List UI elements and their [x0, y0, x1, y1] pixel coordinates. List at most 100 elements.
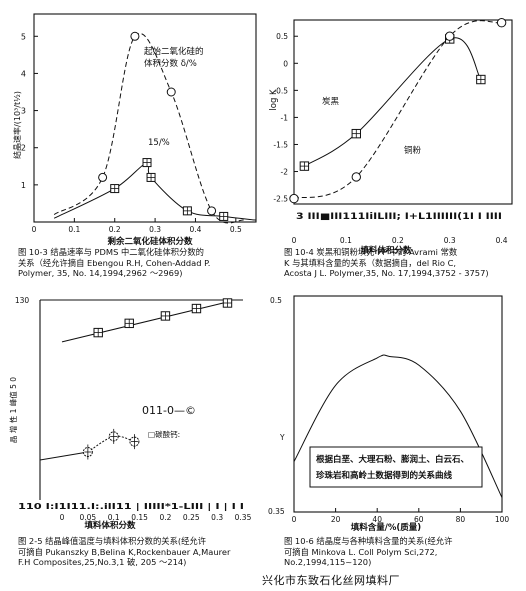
- data-point-square: [182, 206, 192, 216]
- legend-title: 体积分数 δ/%: [144, 58, 197, 69]
- note-text: 珍珠岩和高岭土数据得到的关系曲线: [316, 470, 453, 481]
- y-tick-label: 3: [21, 107, 26, 116]
- caption-line: K 与其填料含量的关系（数据摘自，del Rio C,: [284, 257, 457, 268]
- y-tick-label: 1: [21, 181, 26, 190]
- plot-frame: [33, 13, 257, 223]
- annotation-code: 011-0—©: [142, 404, 196, 417]
- caption-line: 可摘自 Minkova L. Coll Polym Sci,272,: [284, 546, 438, 557]
- caption-fig-10-4: 图 10-4 炭黑和铜粉填充 PP 中的 Avrami 常数 K 与其填料含量的…: [284, 247, 489, 279]
- x-tick-label: 0.2: [392, 236, 404, 245]
- plot-frame: [293, 19, 513, 205]
- caption-line: 可摘自 Pukanszky B,Belina K,Rockenbauer A,M…: [18, 546, 231, 557]
- caption-line: 图 10-3 结晶速率与 PDMS 中二氧化硅体积分数的: [18, 247, 204, 257]
- x-tick-label: 0.3: [444, 236, 456, 245]
- data-point-circle: [289, 193, 299, 204]
- axis-garbled-text: 110 I:I1I11.I:.ilI11 | IIIII*1-LIII | I …: [18, 502, 244, 512]
- x-tick-label: 0: [292, 236, 297, 245]
- data-point-square: [142, 158, 152, 168]
- data-point-square: [351, 128, 361, 139]
- x-axis-label: 填料体积分数: [360, 245, 412, 256]
- x-tick-label: 0.5: [230, 225, 242, 234]
- caption-fig-10-6: 图 10-6 结晶度与各种填料含量的关系(经允许 可摘自 Minkova L. …: [284, 536, 452, 568]
- data-point-square: [160, 311, 171, 321]
- footer-company: 兴化市东致石化丝网填料厂: [262, 574, 400, 587]
- caption-line: No.2,1994,115~120): [284, 557, 372, 567]
- x-tick-label: 0.25: [183, 513, 200, 522]
- x-tick-label: 0.1: [68, 225, 80, 234]
- data-point-square: [219, 211, 229, 221]
- y-tick-label: -1: [281, 113, 289, 122]
- x-tick-label: 0.4: [496, 236, 508, 245]
- legend-title: 起始二氧化硅的: [144, 46, 204, 57]
- trend-line: [61, 300, 232, 343]
- x-tick-label: 0.4: [189, 225, 201, 234]
- y-tick-label: -0.5: [273, 86, 288, 95]
- data-point-square: [93, 327, 103, 338]
- y-tick-label: -2.5: [273, 195, 288, 204]
- y-tick-label: 2: [21, 144, 26, 153]
- x-tick-label: 0: [60, 513, 65, 522]
- x-tick-label: 0.05: [80, 513, 97, 522]
- data-point-square: [146, 172, 156, 182]
- data-point-square: [124, 318, 134, 329]
- y-axis-label: 晶 增 性 1 峰值 5 0: [8, 377, 18, 443]
- x-tick-label: 0.1: [340, 236, 352, 245]
- data-point-square: [299, 161, 310, 171]
- series-line: [293, 20, 502, 200]
- data-point-square: [191, 303, 202, 314]
- data-point-circle-cross: [129, 434, 140, 450]
- x-tick-label: 80: [456, 515, 466, 524]
- data-point-circle: [166, 87, 176, 97]
- y-tick-label: 4: [21, 69, 26, 78]
- y-tick-label: 0.35: [268, 507, 285, 516]
- annotation-carbon-black: 炭黑: [322, 97, 340, 107]
- series-line: [53, 33, 245, 224]
- y-tick-label: 0.5: [276, 32, 288, 41]
- caption-fig-10-3: 图 10-3 结晶速率与 PDMS 中二氧化硅体积分数的 关系（经允许摘自 Eb…: [18, 247, 210, 279]
- x-tick-label: 0: [32, 225, 37, 234]
- x-axis-label: 剩余二氧化硅体积分数: [107, 236, 193, 247]
- series-line: [293, 354, 503, 498]
- x-tick-label: 0.3: [149, 225, 161, 234]
- data-point-square: [222, 298, 233, 308]
- x-tick-label: 100: [495, 515, 510, 524]
- data-point-circle-cross: [82, 444, 93, 460]
- x-tick-label: 0.15: [131, 513, 148, 522]
- x-tick-label: 40: [372, 515, 382, 524]
- y-top-value: 130: [15, 296, 30, 305]
- caption-line: 图 10-4 炭黑和铜粉填充 PP 中的 Avrami 常数: [284, 247, 458, 257]
- y-tick-label: -1.5: [273, 140, 288, 149]
- caption-line: 关系（经允许摘自 Ebengou R.H, Cohen-Addad P.: [18, 257, 211, 268]
- data-point-circle: [445, 31, 455, 41]
- y-tick-label: Y: [279, 433, 285, 442]
- data-point-square: [110, 184, 120, 194]
- x-tick-label: 0.2: [159, 513, 171, 522]
- x-tick-label: 0: [292, 515, 297, 524]
- data-point-circle: [207, 206, 217, 216]
- series-label: 15/%: [148, 138, 170, 148]
- x-axis-label: 填料体积分数: [84, 520, 136, 531]
- note-box: [309, 446, 483, 488]
- x-tick-label: 0.35: [235, 513, 252, 522]
- caption-line: 图 10-6 结晶度与各种填料含量的关系(经允许: [284, 536, 453, 546]
- caption-line: F.H Composites,25,No.3,1 破, 205 ～214): [18, 557, 187, 567]
- annotation-copper: 铜粉: [404, 145, 422, 156]
- y-tick-label: 0: [283, 59, 288, 68]
- y-tick-label: -2: [281, 168, 289, 177]
- caption-line: Acosta J L. Polymer,35, No. 17,1994,3752…: [284, 268, 489, 278]
- series-line: [53, 161, 257, 221]
- x-tick-label: 0.2: [109, 225, 121, 234]
- data-point-square: [476, 74, 486, 85]
- note-text: 根据白垩、大理石粉、膨润土、白云石、: [316, 454, 469, 465]
- x-tick-label: 20: [331, 515, 341, 524]
- y-tick-label: 0.5: [270, 296, 282, 305]
- x-tick-label: 0.3: [211, 513, 223, 522]
- axis-garbled-text: 3 III■III111IiILIII; I+L1IIIIII(1I I III…: [296, 212, 502, 222]
- data-point-circle: [351, 172, 361, 182]
- x-tick-label: 0.1: [108, 513, 120, 522]
- data-point-circle-cross: [108, 428, 119, 444]
- caption-fig-2-5: 图 2-5 结晶峰值温度与填料体积分数的关系(经允许 可摘自 Pukanszky…: [18, 536, 230, 568]
- trend-line: [39, 451, 88, 461]
- x-axis-label: 填料含量/%(质量): [351, 522, 422, 533]
